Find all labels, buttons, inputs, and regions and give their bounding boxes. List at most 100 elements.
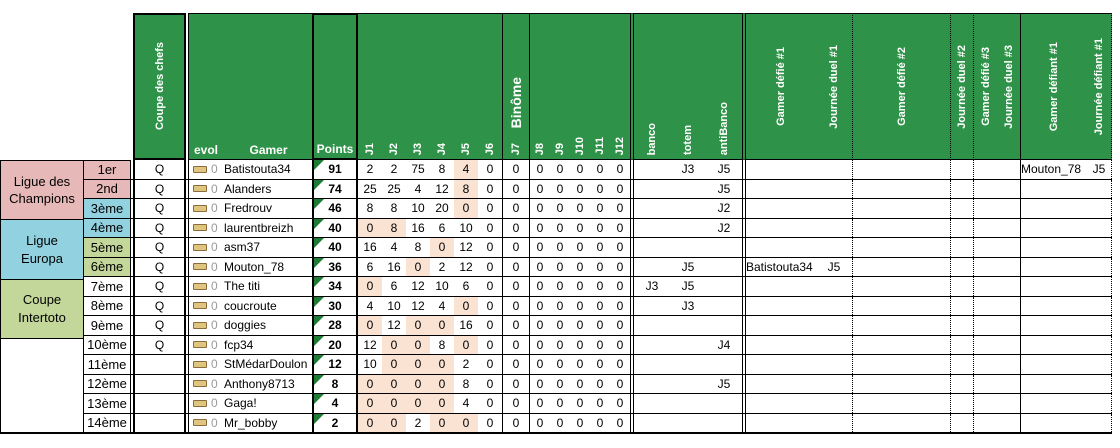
cell-gamer-defie-1[interactable]	[746, 316, 816, 335]
cell-j9[interactable]: 0	[556, 337, 564, 352]
cell-j7[interactable]: 0	[502, 413, 530, 432]
cell-totem[interactable]	[670, 375, 706, 394]
cell-gamer[interactable]: laurentbreizh	[224, 220, 294, 235]
cell-rank[interactable]: 6ème	[84, 257, 131, 276]
cell-j7[interactable]: 0	[502, 296, 530, 315]
cell-banco[interactable]	[630, 179, 670, 198]
cell-evol[interactable]: 0	[188, 355, 224, 374]
league-cell[interactable]	[0, 339, 84, 435]
col-header-j9[interactable]: J9	[550, 13, 570, 160]
cell-j3[interactable]: 0	[406, 394, 430, 413]
cell-totem[interactable]: J5	[681, 259, 695, 274]
cell-totem[interactable]: J5	[681, 279, 695, 294]
league-cell[interactable]: Coupe Intertoto	[0, 279, 84, 340]
cell-j8[interactable]: 0	[536, 259, 544, 274]
col-header-j5[interactable]: J5	[454, 13, 478, 160]
cell-journee-duel-3[interactable]	[997, 316, 1021, 335]
cell-j1[interactable]: 0	[358, 394, 382, 413]
cell-gamer-defie-2[interactable]	[853, 160, 951, 179]
cell-gamer-defie-1[interactable]	[746, 297, 816, 316]
cell-j8[interactable]: 0	[536, 162, 544, 177]
cell-j6[interactable]: 0	[486, 357, 494, 372]
cell-j3[interactable]: 10	[411, 201, 425, 216]
cell-gamer-defie-1[interactable]	[746, 219, 816, 238]
cell-points[interactable]: 34	[312, 277, 358, 296]
cell-j4[interactable]: 0	[430, 413, 454, 432]
cell-journee-duel-2[interactable]	[951, 316, 974, 335]
cell-j12[interactable]: 0	[616, 318, 624, 333]
cell-antibanco[interactable]: J2	[706, 199, 746, 218]
cell-gamer-defiant-1[interactable]	[1021, 414, 1087, 433]
cell-j10[interactable]: 0	[576, 279, 584, 294]
cell-points[interactable]: 12	[312, 355, 358, 374]
cell-journee-duel-3[interactable]	[997, 160, 1021, 179]
cell-coupe-des-chefs[interactable]	[133, 355, 186, 374]
cell-j5[interactable]: 0	[454, 335, 478, 354]
cell-j12[interactable]: 0	[616, 396, 624, 411]
col-header-antibanco[interactable]: antiBanco	[706, 13, 746, 160]
cell-j12[interactable]: 0	[616, 201, 624, 216]
cell-j12[interactable]: 0	[616, 259, 624, 274]
cell-antibanco[interactable]: J2	[706, 218, 746, 237]
cell-j7[interactable]: 0	[502, 277, 530, 296]
cell-journee-duel-2[interactable]	[951, 179, 974, 198]
cell-j10[interactable]: 0	[576, 318, 584, 333]
cell-points[interactable]: 30	[312, 296, 358, 315]
cell-j10[interactable]: 0	[576, 240, 584, 255]
cell-coupe-des-chefs[interactable]: Q	[133, 238, 186, 257]
cell-journee-defiant-1[interactable]	[1087, 394, 1112, 413]
cell-journee-duel-2[interactable]	[951, 218, 974, 237]
cell-j5[interactable]: 0	[454, 296, 478, 315]
cell-journee-defiant-1[interactable]	[1087, 179, 1112, 198]
cell-banco[interactable]	[630, 160, 670, 179]
cell-j1[interactable]: 8	[366, 201, 374, 216]
cell-banco[interactable]	[630, 218, 670, 237]
cell-j12[interactable]: 0	[616, 357, 624, 372]
cell-j9[interactable]: 0	[556, 240, 564, 255]
cell-journee-duel-3[interactable]	[997, 218, 1021, 237]
cell-gamer-defiant-1[interactable]: Mouton_78	[1021, 162, 1082, 177]
cell-j10[interactable]: 0	[576, 337, 584, 352]
cell-gamer-defiant-1[interactable]	[1021, 238, 1087, 257]
cell-journee-duel-2[interactable]	[951, 335, 974, 354]
cell-journee-duel-3[interactable]	[997, 179, 1021, 198]
cell-banco[interactable]	[630, 296, 670, 315]
cell-j3[interactable]: 0	[406, 335, 430, 354]
cell-journee-duel-2[interactable]	[951, 413, 974, 432]
col-header-totem[interactable]: totem	[670, 13, 706, 160]
cell-j5[interactable]: 8	[462, 376, 470, 391]
cell-j10[interactable]: 0	[576, 298, 584, 313]
cell-rank[interactable]: 14ème	[84, 413, 131, 432]
cell-gamer[interactable]: Alanders	[224, 181, 272, 196]
cell-j2[interactable]: 0	[382, 355, 406, 374]
cell-gamer-defie-2[interactable]	[853, 179, 951, 198]
cell-j4[interactable]: 0	[430, 374, 454, 393]
cell-j3[interactable]: 0	[406, 257, 430, 276]
cell-points[interactable]: 40	[312, 218, 358, 237]
cell-j7[interactable]: 0	[502, 394, 530, 413]
cell-j1[interactable]: 12	[363, 337, 377, 352]
col-header-evol-gamer[interactable]: evol Gamer	[188, 13, 312, 160]
cell-banco[interactable]: J3	[630, 277, 670, 296]
cell-gamer-defiant-1[interactable]	[1021, 316, 1087, 335]
cell-j2[interactable]: 8	[382, 218, 406, 237]
cell-coupe-des-chefs[interactable]	[133, 374, 186, 393]
col-header-j12[interactable]: J12	[610, 13, 630, 160]
cell-j5[interactable]: 16	[459, 318, 473, 333]
cell-gamer-defie-2[interactable]	[853, 199, 951, 218]
cell-j6[interactable]: 0	[486, 298, 494, 313]
cell-j1[interactable]: 0	[358, 413, 382, 432]
cell-journee-duel-1[interactable]	[816, 355, 853, 374]
cell-totem[interactable]	[670, 219, 706, 238]
cell-banco[interactable]	[630, 394, 670, 413]
cell-gamer-defie-3[interactable]	[974, 414, 997, 433]
cell-journee-duel-3[interactable]	[997, 394, 1021, 413]
cell-j6[interactable]: 0	[486, 162, 494, 177]
cell-j8[interactable]: 0	[536, 357, 544, 372]
cell-gamer-defie-1[interactable]	[746, 238, 816, 257]
cell-j11[interactable]: 0	[596, 181, 604, 196]
cell-j4[interactable]: 0	[430, 238, 454, 257]
cell-gamer-defie-2[interactable]	[853, 316, 951, 335]
cell-rank[interactable]: 10ème	[84, 335, 131, 354]
cell-gamer-defie-2[interactable]	[853, 374, 951, 393]
